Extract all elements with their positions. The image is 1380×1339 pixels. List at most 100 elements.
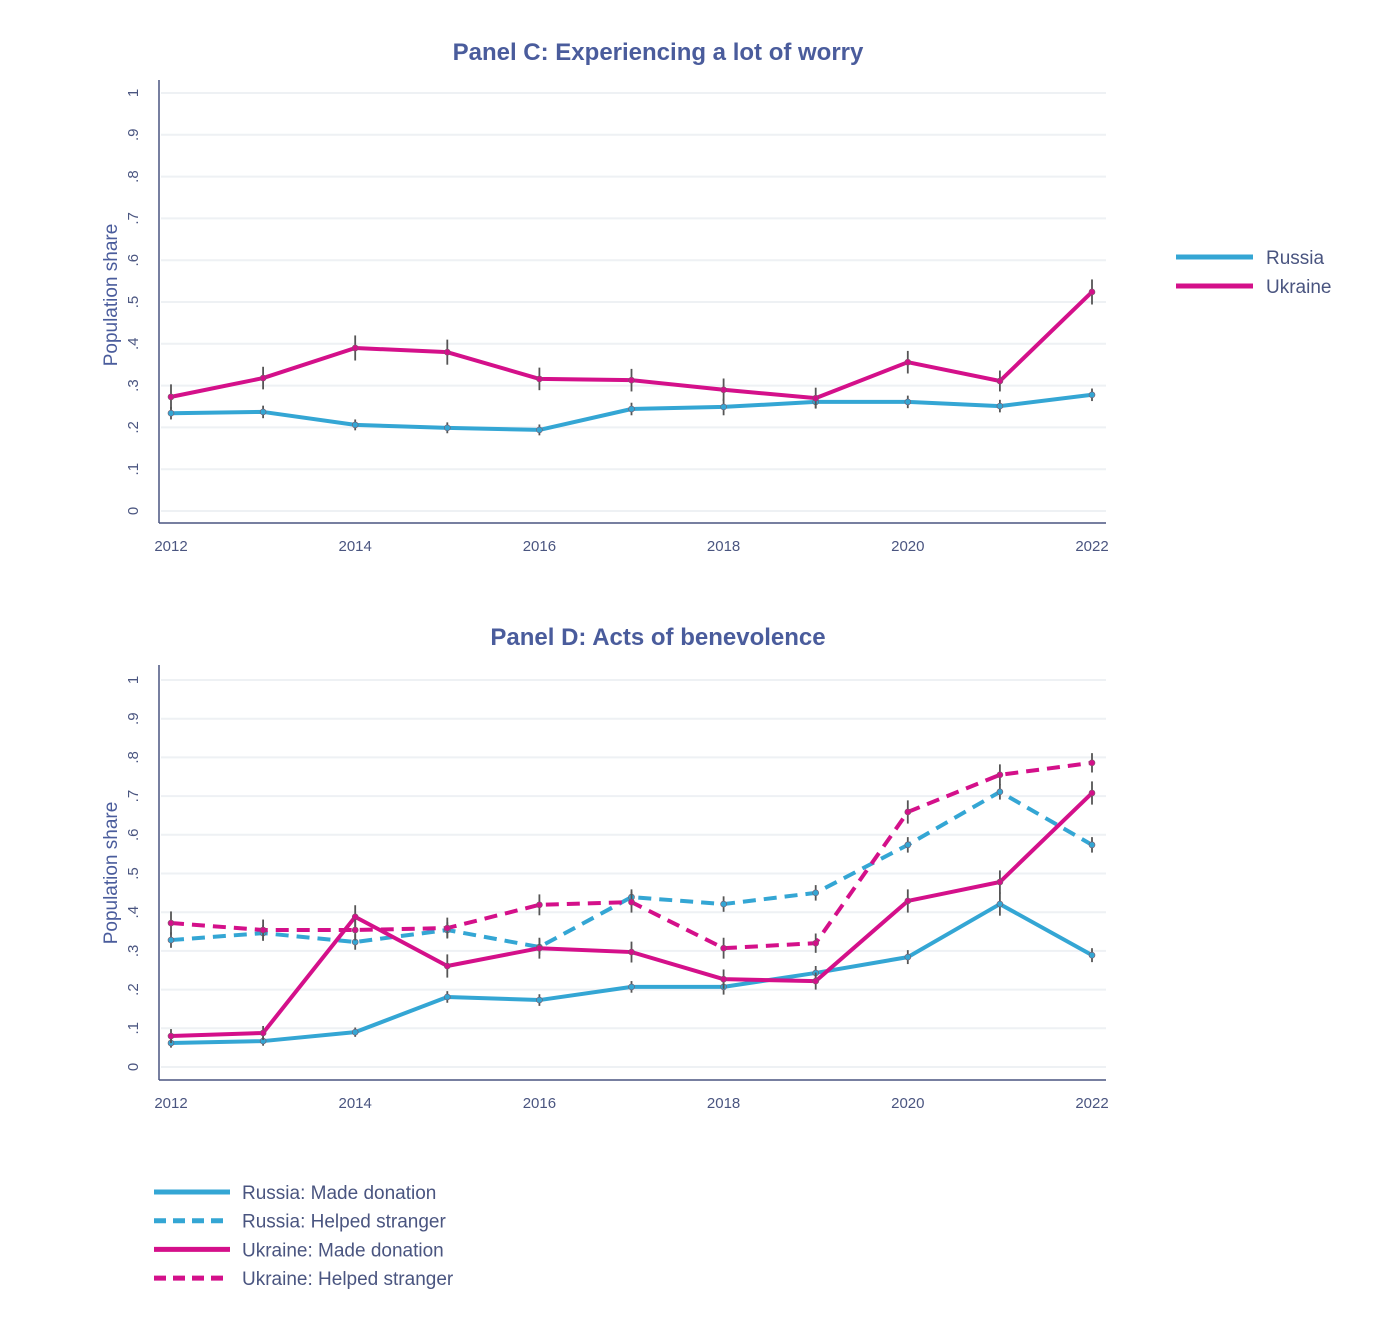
panel-c-data-point — [351, 421, 359, 429]
panel-c-y-tick-label: .3 — [125, 379, 142, 392]
panel-c-legend-label: Russia — [1266, 248, 1325, 269]
panel-d-data-point — [812, 889, 820, 897]
panel-c-y-tick-label: .7 — [125, 212, 142, 225]
panel-c-data-point — [812, 394, 820, 402]
panel-d-y-tick-label: .7 — [125, 790, 142, 803]
panel-c-y-tick-label: .8 — [125, 170, 142, 183]
panel-d-data-point — [167, 936, 175, 944]
panel-d-x-tick-label: 2022 — [1075, 1095, 1108, 1112]
panel-d-x-tick-label: 2016 — [523, 1095, 556, 1112]
panel-d-data-point — [259, 1029, 267, 1037]
panel-d-data-point — [628, 983, 635, 991]
panel-c-data-point — [996, 402, 1004, 410]
panel-d-data-point — [259, 926, 267, 934]
panel-d-legend: Russia: Made donation Russia: Helped stra… — [154, 1183, 454, 1290]
panel-d-series-line-1 — [170, 789, 1093, 950]
panel-d-y-tick-label: .4 — [125, 906, 142, 919]
panel-d-data-point — [996, 900, 1004, 908]
panel-c-y-tick-label: .6 — [125, 254, 142, 267]
panel-c-data-point — [167, 393, 175, 401]
panel-c-data-point — [167, 409, 175, 417]
panel-d-data-point — [167, 919, 175, 927]
panel-c-title: Panel C: Experiencing a lot of worry — [453, 39, 864, 66]
panel-d-data-point — [996, 771, 1004, 779]
panel-d-legend-label: Ukraine: Made donation — [242, 1240, 444, 1261]
panel-c-data-point — [351, 344, 359, 352]
panel-d-data-point — [720, 975, 727, 983]
panel-c-legend: Russia Ukraine — [1176, 248, 1331, 298]
panel-d-series-line-3 — [170, 760, 1093, 951]
panel-d-y-tick-label: .6 — [125, 829, 142, 842]
panel-d-data-point — [812, 977, 820, 985]
panel-d-y-tick-label: 0 — [125, 1063, 142, 1071]
panel-d-data-point — [1088, 841, 1096, 849]
panel-d-series-line-2 — [170, 791, 1094, 1039]
panel-d-x-tick-label: 2020 — [891, 1095, 924, 1112]
panel-c-y-tick-label: .1 — [125, 463, 142, 476]
panel-d-data-point — [904, 808, 912, 816]
panel-c-y-axis-label: Population share — [101, 224, 122, 367]
panel-c-data-point — [628, 376, 635, 384]
panel-d-data-point — [1088, 759, 1096, 767]
panel-d-x-tick-label: 2018 — [707, 1095, 740, 1112]
panel-d-plot: 0 .1 .2 .3 .4 .5 .6 .7 .8 .9 1 2012 2014 2016 2018 2020… — [125, 665, 1109, 1112]
panel-c-y-tick-label: .4 — [125, 338, 142, 351]
panel-d-data-point — [167, 1032, 175, 1040]
panel-d-data-point — [443, 924, 451, 932]
panel-d-data-point — [628, 898, 635, 906]
panel-c-data-point — [1088, 288, 1096, 296]
panel-d-data-point — [720, 900, 727, 908]
panel-c-x-tick-label: 2022 — [1075, 538, 1108, 555]
panel-d-y-tick-label: .5 — [125, 867, 142, 880]
panel-d-data-point — [720, 944, 727, 952]
panel-c-y-tick-label: .2 — [125, 421, 142, 434]
panel-c-data-point — [904, 398, 912, 406]
panel-d-data-point — [904, 953, 912, 961]
panel-d-x-tick-label: 2014 — [339, 1095, 372, 1112]
panel-d-legend-label: Russia: Made donation — [242, 1183, 436, 1204]
panel-c-y-tick-label: 1 — [125, 89, 142, 97]
panel-c-data-point — [443, 424, 451, 432]
panel-c-y-tick-label: 0 — [125, 507, 142, 515]
panel-c-x-tick-label: 2012 — [154, 538, 187, 555]
panel-d-data-point — [1088, 789, 1096, 797]
panel-c-data-point — [720, 403, 727, 411]
panel-d-y-tick-label: 1 — [125, 676, 142, 684]
panel-d-legend-label: Russia: Helped stranger — [242, 1212, 446, 1233]
panel-d-data-point — [996, 788, 1004, 796]
panel-c-x-tick-label: 2016 — [523, 538, 556, 555]
panel-d-data-point — [351, 926, 359, 934]
panel-d-x-tick-label: 2012 — [154, 1095, 187, 1112]
panel-d-data-point — [536, 901, 543, 909]
panel-c-plot: 0 .1 .2 .3 .4 .5 .6 .7 .8 .9 1 2012 2014 2016 2018 2020… — [125, 80, 1109, 555]
panel-d-data-point — [1088, 951, 1096, 959]
panel-d-y-tick-label: .3 — [125, 945, 142, 958]
panel-c-data-point — [904, 358, 912, 366]
panel-c-data-point — [259, 374, 267, 382]
panel-d-data-point — [996, 878, 1004, 886]
panel-d-y-tick-label: .2 — [125, 983, 142, 996]
panel-d-data-point — [536, 996, 543, 1004]
panel-d-legend-label: Ukraine: Helped stranger — [242, 1269, 454, 1290]
panel-d-y-tick-label: .1 — [125, 1022, 142, 1035]
panel-d-y-tick-label: .9 — [125, 712, 142, 725]
panel-d-data-point — [904, 841, 912, 849]
panel-d-title: Panel D: Acts of benevolence — [490, 624, 825, 651]
panel-c-data-point — [536, 375, 543, 383]
panel-c-data-point — [536, 426, 543, 434]
panel-c-data-point — [259, 408, 267, 416]
panel-c-y-tick-label: .5 — [125, 296, 142, 309]
panel-d-data-point — [443, 993, 451, 1001]
panel-c-x-tick-label: 2020 — [891, 538, 924, 555]
panel-c-legend-label: Ukraine — [1266, 277, 1331, 298]
panel-d-data-point — [812, 939, 820, 947]
panel-d-y-axis-label: Population share — [101, 802, 122, 945]
panel-c-data-point — [1088, 391, 1096, 399]
panel-d-data-point — [443, 962, 451, 970]
panel-c-x-tick-label: 2014 — [339, 538, 372, 555]
panel-d-data-point — [351, 913, 359, 921]
panel-c-data-point — [720, 386, 727, 394]
panel-d-y-tick-label: .8 — [125, 751, 142, 764]
panel-c-y-tick-label: .9 — [125, 129, 142, 142]
panel-c-data-point — [443, 348, 451, 356]
